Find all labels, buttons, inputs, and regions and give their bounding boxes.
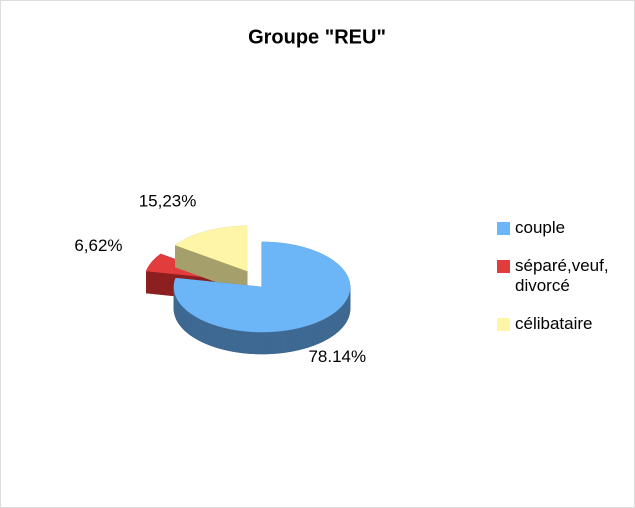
legend-label: séparé,veuf, divorcé (515, 256, 609, 295)
slice-side (329, 313, 333, 338)
pie-slice (173, 241, 351, 355)
slice-side (211, 323, 215, 348)
slice-side (196, 316, 199, 341)
legend: couple séparé,veuf, divorcé célibataire (497, 218, 627, 352)
slice-side (302, 325, 307, 350)
slice-side (204, 320, 208, 345)
legend-item: séparé,veuf, divorcé (497, 256, 627, 296)
slice-side (278, 330, 282, 354)
legend-swatch (497, 260, 510, 273)
slice-top (174, 225, 248, 272)
slice-top (173, 241, 351, 333)
slice-side (260, 331, 265, 355)
legend-swatch (497, 318, 510, 331)
slice-side (257, 331, 262, 355)
legend-swatch (497, 222, 510, 235)
slice-side (232, 329, 236, 353)
slice-side (289, 328, 293, 352)
slice-side (326, 316, 329, 341)
slice-side (255, 331, 259, 355)
data-label: 78.14% (308, 347, 366, 366)
slice-side (328, 315, 331, 340)
slice-side (249, 331, 253, 354)
legend-item: couple (497, 218, 627, 238)
pie-slice (174, 225, 248, 294)
chart-title: Groupe "REU" (248, 26, 386, 48)
slice-side (224, 327, 228, 351)
slice-side (300, 326, 304, 350)
data-label: 15,23% (139, 192, 197, 211)
slice-side (297, 327, 301, 351)
slice-side (324, 317, 327, 342)
slice-side (266, 331, 271, 355)
slice-side (218, 325, 223, 350)
slice-side (292, 328, 296, 352)
legend-label: célibataire (515, 314, 593, 333)
slice-side (319, 319, 323, 344)
slice-side (235, 329, 239, 353)
slice-side (194, 315, 197, 340)
slice-side (190, 313, 193, 338)
slice-side (202, 319, 206, 344)
slice-side (198, 317, 201, 342)
slice-side (246, 331, 250, 354)
legend-label: couple (515, 218, 566, 237)
slice-side (240, 330, 244, 354)
slice-side (221, 326, 225, 351)
slice-side (286, 329, 291, 353)
slice-side (229, 328, 233, 352)
slice-side (263, 331, 268, 355)
legend-item: célibataire (497, 314, 627, 334)
slice-side (252, 331, 256, 355)
slice-side (209, 322, 213, 347)
slice-side (331, 312, 334, 337)
slice-side (315, 321, 319, 346)
slice-side (226, 327, 231, 352)
slice-side (283, 329, 288, 353)
slice-side (192, 314, 195, 339)
slice-side (206, 321, 210, 346)
slice-side (213, 324, 217, 348)
slice-side (237, 330, 242, 353)
slice-side (200, 318, 203, 343)
slice-side (312, 322, 316, 346)
data-label: 6,62% (74, 236, 122, 255)
slice-side (308, 324, 311, 348)
slice-side (310, 323, 314, 347)
slice-side (269, 331, 274, 355)
slice-side (305, 324, 309, 349)
slice-side (321, 318, 325, 343)
slice-side (281, 330, 285, 354)
slice-side (243, 330, 247, 354)
slice-side (189, 311, 192, 337)
slice-side (175, 243, 178, 268)
slice-side (272, 331, 276, 354)
slice-side (275, 330, 279, 354)
slice-side (317, 320, 321, 345)
slice-side (216, 325, 220, 349)
slice-side (295, 327, 299, 351)
